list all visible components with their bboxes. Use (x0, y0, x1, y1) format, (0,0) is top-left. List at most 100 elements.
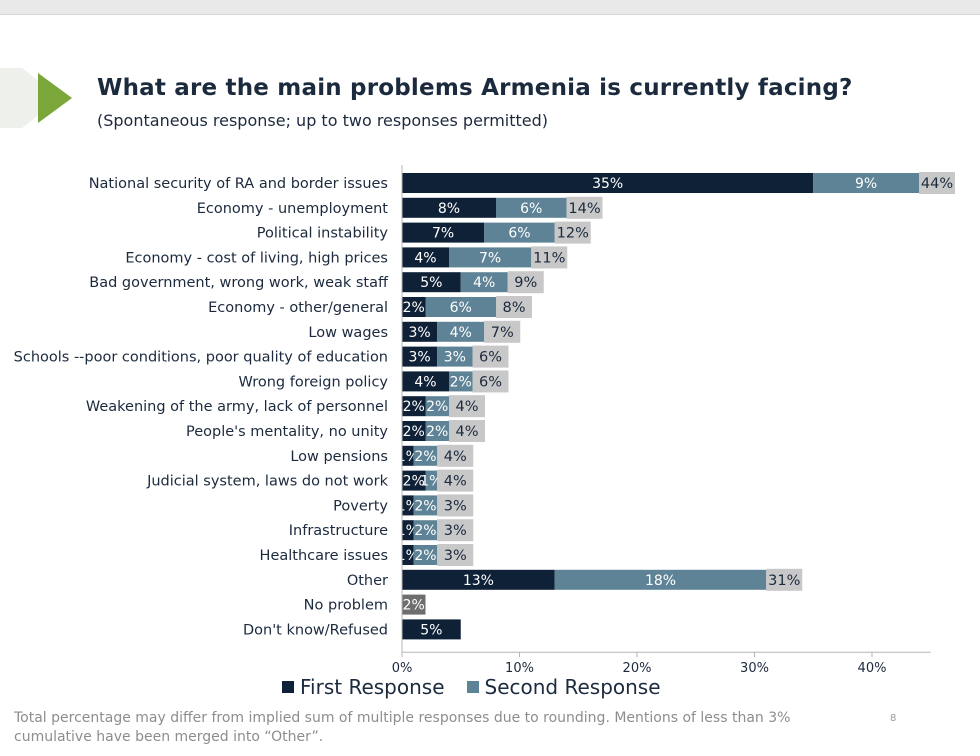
total-label: 3% (444, 523, 467, 539)
total-label-box (507, 271, 544, 294)
data-label-first: 5% (420, 275, 442, 291)
bar-second-response (449, 371, 473, 392)
total-label-box (449, 420, 485, 442)
category-label: Wrong foreign policy (239, 374, 389, 390)
data-label-first: 2% (403, 424, 425, 440)
total-label: 8% (502, 300, 525, 316)
green-arrow-icon (0, 68, 72, 128)
bar-second-response (496, 197, 567, 218)
total-label: 3% (444, 548, 467, 564)
data-label-first: 5% (420, 622, 442, 638)
legend-label-first: First Response (300, 675, 445, 699)
chart-title: What are the main problems Armenia is cu… (97, 75, 853, 101)
data-label-second: 2% (426, 399, 448, 415)
total-label-box (554, 221, 591, 244)
data-label-second: 6% (520, 201, 542, 217)
total-label: 6% (479, 350, 502, 366)
category-label: Low wages (308, 325, 388, 341)
x-tick-label: 0% (392, 661, 413, 675)
bar-first-response (402, 421, 426, 441)
category-label: Don't know/Refused (243, 622, 388, 638)
total-label-box (919, 172, 955, 194)
bar-second-response (460, 272, 508, 293)
bar-first-response (402, 371, 449, 392)
data-label-single: 2% (403, 598, 425, 614)
data-label-second: 2% (450, 374, 472, 390)
legend-swatch-first (282, 681, 294, 693)
data-label-first: 7% (432, 226, 454, 242)
data-label-second: 4% (473, 275, 495, 291)
total-label: 3% (444, 498, 467, 514)
total-label-box (437, 444, 474, 467)
bar-second-response (413, 495, 438, 516)
category-label: Low pensions (290, 449, 388, 465)
bar-first-response (402, 297, 426, 317)
data-label-first: 4% (414, 374, 436, 390)
data-label-second: 2% (414, 449, 436, 465)
category-label: Economy - other/general (208, 300, 388, 316)
legend-swatch-second (466, 681, 479, 693)
bar-first-response (402, 272, 461, 293)
data-label-second: 1% (420, 474, 442, 490)
x-tick-label: 40% (858, 661, 887, 675)
total-label-box (449, 395, 485, 418)
bar-second-response (425, 421, 449, 441)
category-label: Other (347, 573, 388, 589)
category-label: Infrastructure (289, 523, 388, 539)
bar-second-response (425, 470, 438, 491)
total-label: 6% (479, 374, 502, 390)
data-label-first: 2% (403, 474, 425, 490)
total-label-box (437, 519, 474, 542)
data-label-second: 6% (508, 226, 530, 242)
bar-first-response (402, 520, 414, 541)
bar-first-response (402, 346, 438, 367)
chart-subtitle: (Spontaneous response; up to two respons… (97, 111, 549, 130)
total-label-box (437, 494, 474, 517)
bar-second-response (413, 445, 438, 466)
total-label: 9% (514, 275, 537, 291)
page-number: 8 (890, 713, 897, 724)
bar-second-response (484, 222, 555, 243)
footnote: Total percentage may differ from implied… (14, 710, 791, 745)
bar-second-response (813, 173, 919, 193)
x-tick-label: 30% (740, 661, 769, 675)
data-label-first: 3% (409, 325, 431, 341)
data-label-first: 3% (409, 350, 431, 366)
category-label: Economy - unemployment (197, 201, 389, 217)
total-label: 44% (921, 176, 953, 192)
data-label-second: 4% (450, 325, 472, 341)
category-label: Weakening of the army, lack of personnel (86, 399, 388, 415)
bar-first-response (402, 619, 461, 640)
total-label: 4% (444, 474, 467, 490)
bar-first-response (402, 173, 814, 193)
category-label: Poverty (333, 498, 388, 514)
bar-single-value (402, 594, 426, 615)
data-label-first: 35% (592, 176, 623, 192)
total-label: 12% (557, 226, 589, 242)
category-label: Schools --poor conditions, poor quality … (14, 350, 388, 366)
bar-second-response (425, 396, 449, 417)
data-label-first: 2% (403, 399, 425, 415)
bar-first-response (402, 470, 426, 491)
total-label-box (484, 320, 521, 343)
category-label: Economy - cost of living, high prices (125, 250, 388, 266)
bar-first-response (402, 445, 414, 466)
data-label-second: 6% (450, 300, 472, 316)
total-label: 14% (568, 201, 600, 217)
category-label: No problem (304, 598, 388, 614)
data-label-second: 7% (479, 250, 501, 266)
total-label: 7% (491, 325, 514, 341)
bar-chart: National security of RA and border issue… (14, 165, 955, 675)
data-label-second: 18% (645, 573, 676, 589)
data-label-first: 13% (463, 573, 494, 589)
bar-first-response (402, 396, 426, 417)
bar-second-response (425, 297, 496, 317)
total-label-box (437, 469, 474, 492)
category-label: Healthcare issues (260, 548, 388, 564)
data-label-first: 8% (438, 201, 460, 217)
total-label: 31% (768, 573, 800, 589)
bar-first-response (402, 545, 414, 565)
total-label-box (531, 246, 568, 269)
bar-first-response (402, 321, 438, 342)
total-label: 4% (444, 449, 467, 465)
